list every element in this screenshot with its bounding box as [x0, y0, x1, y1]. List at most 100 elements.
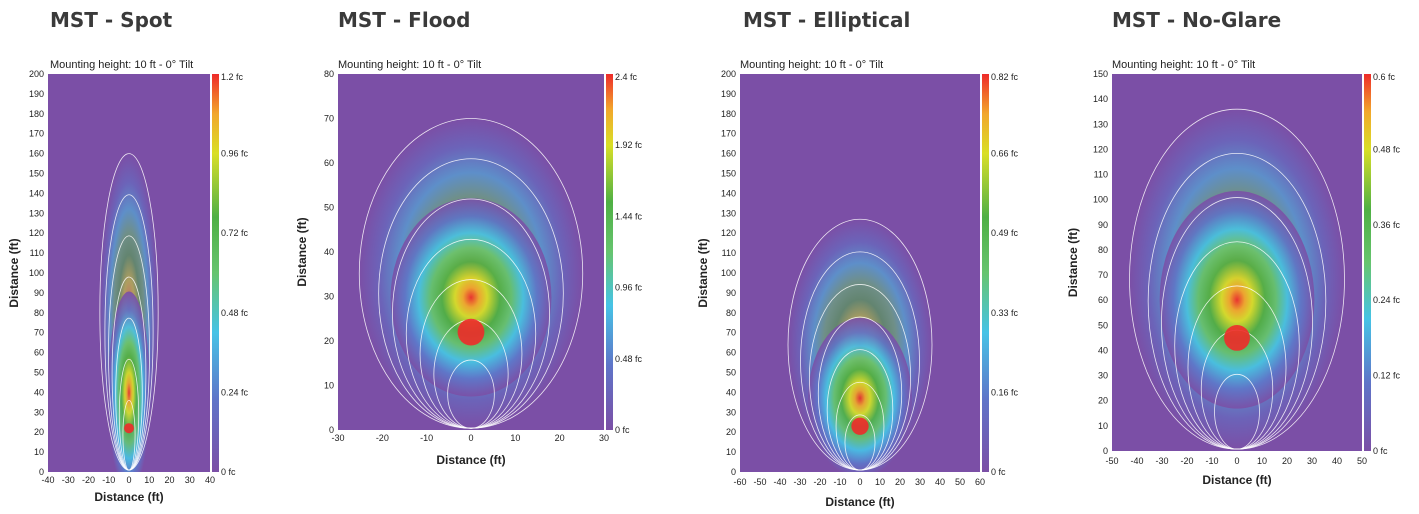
x-tick-label: 30 [915, 477, 925, 487]
x-tick-label: 20 [555, 433, 565, 443]
y-tick-label: 90 [726, 288, 736, 298]
y-tick-label: 30 [726, 407, 736, 417]
x-tick-label: -30 [331, 433, 344, 443]
x-tick-label: 50 [955, 477, 965, 487]
y-tick-label: 70 [726, 328, 736, 338]
y-tick-label: 200 [29, 69, 44, 79]
y-tick-label: 130 [1093, 119, 1108, 129]
y-tick-label: 120 [721, 228, 736, 238]
colorbar-tick-label: 0.48 fc [221, 308, 249, 318]
y-tick-label: 50 [324, 203, 334, 213]
y-tick-label: 20 [34, 427, 44, 437]
y-tick-label: 30 [34, 407, 44, 417]
x-tick-label: 30 [185, 475, 195, 485]
y-tick-label: 120 [29, 228, 44, 238]
x-tick-label: -30 [62, 475, 75, 485]
colorbar-tick-label: 0.48 fc [615, 354, 643, 364]
y-tick-label: 160 [29, 149, 44, 159]
y-tick-label: 10 [726, 447, 736, 457]
panel-title: MST - No-Glare [1112, 8, 1282, 32]
x-axis-label: Distance (ft) [94, 490, 163, 504]
y-tick-label: 10 [1098, 421, 1108, 431]
y-tick-label: 150 [1093, 69, 1108, 79]
y-tick-label: 40 [1098, 345, 1108, 355]
x-tick-label: 40 [205, 475, 215, 485]
light-core [108, 291, 150, 472]
y-tick-label: 0 [329, 425, 334, 435]
y-tick-label: 120 [1093, 144, 1108, 154]
y-axis-label: Distance (ft) [295, 217, 309, 286]
colorbar-tick-label: 0.96 fc [615, 283, 643, 293]
y-tick-label: 30 [1098, 371, 1108, 381]
x-tick-label: 30 [599, 433, 609, 443]
x-tick-label: 40 [1332, 456, 1342, 466]
light-core [1159, 191, 1315, 409]
chart-subtitle: Mounting height: 10 ft - 0° Tilt [50, 59, 193, 71]
colorbar-tick-label: 0.16 fc [991, 387, 1019, 397]
y-tick-label: 60 [726, 348, 736, 358]
y-tick-label: 40 [726, 387, 736, 397]
y-tick-label: 70 [34, 328, 44, 338]
x-tick-label: 60 [975, 477, 985, 487]
peak-marker [124, 423, 134, 434]
colorbar [1364, 74, 1371, 451]
y-tick-label: 140 [1093, 94, 1108, 104]
x-tick-label: 10 [1257, 456, 1267, 466]
y-tick-label: 50 [1098, 320, 1108, 330]
y-tick-label: 140 [29, 188, 44, 198]
x-tick-label: -40 [1130, 456, 1143, 466]
y-tick-label: 40 [324, 247, 334, 257]
heatmap-layer [1129, 108, 1345, 450]
y-tick-label: 80 [324, 69, 334, 79]
x-tick-label: -20 [1180, 456, 1193, 466]
x-tick-label: 40 [935, 477, 945, 487]
y-tick-label: 80 [726, 308, 736, 318]
panel-title: MST - Spot [50, 8, 173, 32]
y-axis-label: Distance (ft) [7, 238, 21, 307]
contour-line [447, 359, 495, 429]
colorbar-tick-label: 0.6 fc [1373, 72, 1396, 82]
colorbar-tick-label: 0.72 fc [221, 228, 249, 238]
colorbar-tick-label: 0 fc [615, 425, 630, 435]
y-tick-label: 180 [29, 109, 44, 119]
x-tick-label: 30 [1307, 456, 1317, 466]
x-tick-label: 50 [1357, 456, 1367, 466]
x-tick-label: 10 [510, 433, 520, 443]
y-tick-label: 100 [721, 268, 736, 278]
y-tick-label: 110 [722, 248, 736, 258]
x-axis-label: Distance (ft) [1202, 473, 1271, 487]
y-tick-label: 200 [721, 69, 736, 79]
light-core [808, 317, 912, 472]
panel-title: MST - Flood [338, 8, 471, 32]
y-tick-label: 90 [1098, 220, 1108, 230]
y-tick-label: 60 [324, 158, 334, 168]
y-tick-label: 10 [34, 447, 44, 457]
y-tick-label: 110 [30, 248, 44, 258]
y-tick-label: 100 [1093, 195, 1108, 205]
colorbar-tick-label: 0.82 fc [991, 72, 1019, 82]
colorbar-tick-label: 0.66 fc [991, 149, 1019, 159]
y-tick-label: 40 [34, 387, 44, 397]
y-tick-label: 20 [1098, 396, 1108, 406]
x-tick-label: 20 [164, 475, 174, 485]
heatmap-layer [358, 118, 584, 429]
colorbar-tick-label: 1.44 fc [615, 211, 643, 221]
x-tick-label: 0 [1234, 456, 1239, 466]
y-tick-label: 180 [721, 109, 736, 119]
x-tick-label: -40 [41, 475, 54, 485]
x-tick-label: 0 [468, 433, 473, 443]
y-tick-label: 20 [324, 336, 334, 346]
y-tick-label: 90 [34, 288, 44, 298]
colorbar-tick-label: 2.4 fc [615, 72, 638, 82]
x-tick-label: -30 [793, 477, 806, 487]
y-tick-label: 10 [324, 381, 334, 391]
colorbar [212, 74, 219, 472]
x-tick-label: -10 [833, 477, 846, 487]
peak-marker [457, 318, 485, 346]
x-tick-label: -50 [1105, 456, 1118, 466]
y-tick-label: 190 [29, 89, 44, 99]
x-tick-label: -60 [733, 477, 746, 487]
x-tick-label: 0 [126, 475, 131, 485]
